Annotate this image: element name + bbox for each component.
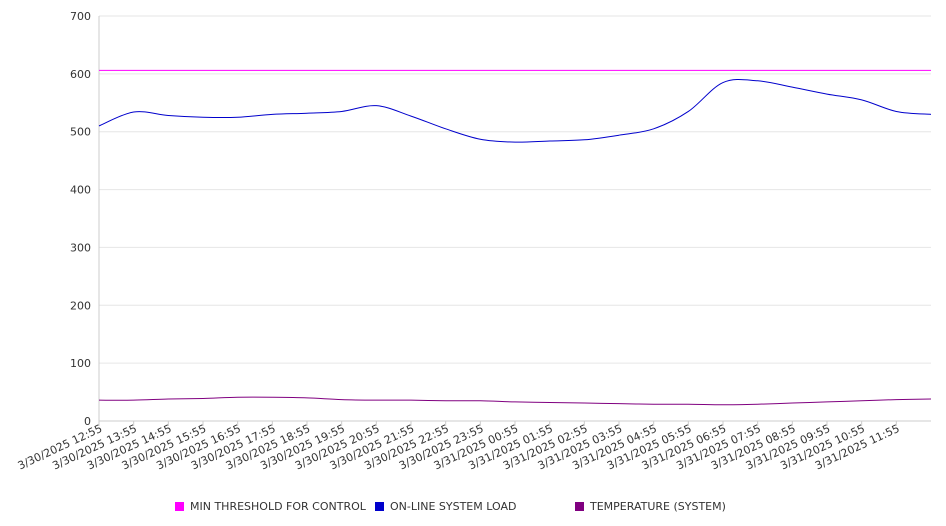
legend-swatch-min-threshold	[175, 501, 184, 511]
y-tick-label: 700	[70, 10, 91, 23]
y-tick-label: 100	[70, 357, 91, 370]
legend-swatch-temperature	[575, 501, 584, 511]
y-tick-label: 200	[70, 299, 91, 312]
legend-item-temperature[interactable]: TEMPERATURE (SYSTEM)	[575, 498, 726, 514]
y-tick-label: 300	[70, 241, 91, 254]
legend: MIN THRESHOLD FOR CONTROL ON-LINE SYSTEM…	[0, 498, 946, 514]
series-lines	[98, 69, 932, 406]
y-tick-label: 600	[70, 68, 91, 81]
legend-swatch-system-load	[375, 501, 384, 511]
grid-lines	[99, 15, 931, 364]
y-tick-label: 500	[70, 126, 91, 139]
series-line-system-load	[98, 78, 932, 143]
legend-item-system-load[interactable]: ON-LINE SYSTEM LOAD	[375, 498, 516, 514]
legend-label-min-threshold: MIN THRESHOLD FOR CONTROL	[190, 499, 366, 513]
y-axis: 0 100 200 300 400 500 600 700	[70, 10, 100, 428]
legend-item-min-threshold[interactable]: MIN THRESHOLD FOR CONTROL	[175, 498, 366, 514]
x-axis: 3/30/2025 12:553/30/2025 13:553/30/2025 …	[16, 420, 931, 472]
legend-label-temperature: TEMPERATURE (SYSTEM)	[590, 499, 726, 513]
y-tick-label: 400	[70, 184, 91, 197]
y-tick-label: 0	[84, 415, 91, 428]
legend-label-system-load: ON-LINE SYSTEM LOAD	[390, 499, 517, 513]
series-line-temperature	[98, 396, 932, 406]
